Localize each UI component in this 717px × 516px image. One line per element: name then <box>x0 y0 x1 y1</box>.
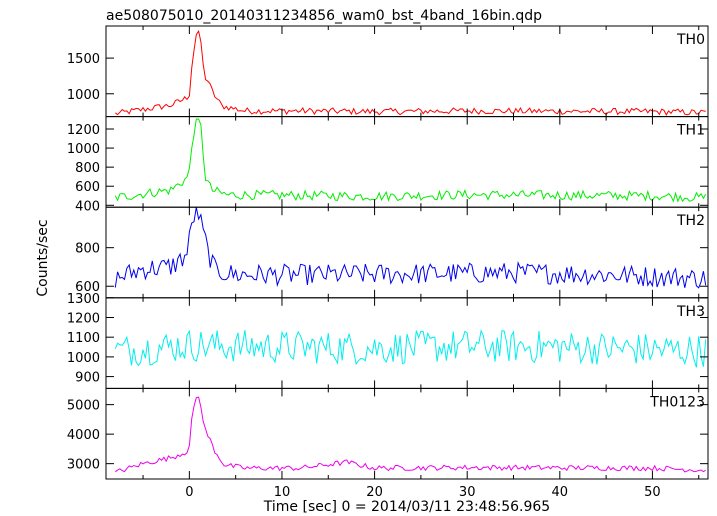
panel-th0: 1000 1500 TH0 <box>67 25 709 118</box>
y-tick-label: 3000 <box>67 458 100 473</box>
y-tick-label: 600 <box>75 180 100 195</box>
y-tick-label: 600 <box>75 280 100 295</box>
panel-label: TH0123 <box>649 394 705 410</box>
x-tick-label: 20 <box>366 485 383 500</box>
y-tick-label: 4000 <box>67 428 100 443</box>
series-th0123 <box>115 396 706 473</box>
panel-frame <box>105 116 709 208</box>
x-tick-label: 40 <box>552 485 569 500</box>
y-tick-label: 1300 <box>67 292 100 307</box>
panel-frame <box>105 297 709 389</box>
panel-label: TH3 <box>676 304 705 320</box>
y-tick-label: 800 <box>75 161 100 176</box>
y-tick-label: 1500 <box>67 52 100 67</box>
y-tick-label: 400 <box>75 199 100 214</box>
panel-label: TH1 <box>676 123 705 139</box>
y-tick-label: 900 <box>75 371 100 386</box>
panel-frame <box>105 25 709 118</box>
panel-th1: 400 600 800 1000 1200 TH1 <box>67 116 709 214</box>
y-tick-label: 1000 <box>67 88 100 103</box>
x-tick-label: 0 <box>185 485 193 500</box>
y-tick-label: 5000 <box>67 399 100 414</box>
series-th3 <box>114 328 707 368</box>
panel-frame <box>105 387 709 480</box>
panel-th0123: 3000 4000 5000 TH0123 <box>67 387 709 480</box>
chart-title: ae508075010_20140311234856_wam0_bst_4ban… <box>106 8 542 24</box>
y-axis-label: Counts/sec <box>35 219 51 296</box>
y-tick-label: 800 <box>75 242 100 257</box>
series-th2 <box>114 207 707 289</box>
x-tick-label: 10 <box>274 485 291 500</box>
x-tick-label: 50 <box>644 485 661 500</box>
y-tick-label: 1200 <box>67 123 100 138</box>
y-tick-label: 1200 <box>67 311 100 326</box>
panel-th3: 900 1000 1100 1200 1300 TH3 <box>67 292 709 389</box>
panel-label: TH0 <box>676 32 705 48</box>
y-tick-label: 1100 <box>67 331 100 346</box>
panel-th2: 600 800 TH2 <box>75 206 709 299</box>
y-tick-label: 1000 <box>67 351 100 366</box>
x-axis-label: Time [sec] 0 = 2014/03/11 23:48:56.965 <box>263 499 550 515</box>
y-tick-label: 1000 <box>67 142 100 157</box>
panel-label: TH2 <box>676 213 705 229</box>
panel-frame <box>105 206 709 299</box>
series-th1 <box>114 118 707 203</box>
series-th0 <box>114 29 706 116</box>
x-tick-label: 30 <box>459 485 476 500</box>
